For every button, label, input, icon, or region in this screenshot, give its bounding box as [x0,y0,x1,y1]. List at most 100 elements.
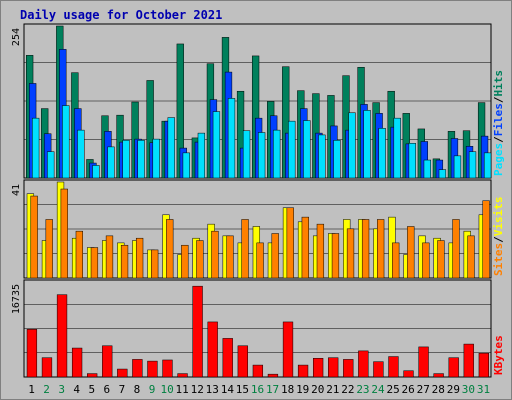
bar-pages-day-14 [227,98,236,179]
bar-kbytes-day-29 [448,357,459,378]
bar-pages-day-24 [378,128,386,179]
bar-sites-day-18 [286,207,294,279]
bar-sites-day-4 [75,230,84,279]
bar-sites-day-29 [452,219,460,279]
day-label: 22 [341,383,354,396]
panel-visits-sites: 41 Sites/Visits [11,179,505,279]
bar-kbytes-day-8 [132,359,143,378]
bar-pages-day-23 [363,110,371,179]
legend-entry: / [492,96,505,103]
bar-pages-day-1 [32,117,40,179]
bar-pages-day-11 [182,152,190,179]
day-label: 20 [311,383,324,396]
day-label: 3 [58,383,65,396]
bar-sites-day-10 [166,219,174,279]
bar-sites-day-28 [437,240,445,279]
bar-pages-day-12 [197,132,206,179]
bar-pages-day-2 [47,151,55,179]
day-label: 29 [447,383,460,396]
day-label: 26 [402,383,415,396]
bar-sites-day-25 [392,242,400,279]
bar-kbytes-day-23 [358,350,369,378]
bar-pages-day-26 [408,143,416,179]
legend-entry: Files [492,103,505,136]
bar-kbytes-day-11 [177,373,188,378]
legend-hits-files-pages: Pages/Files/Hits [492,70,505,176]
day-label: 12 [191,383,204,396]
bar-sites-day-17 [271,233,279,279]
legend-visits-sites: Sites/Visits [492,197,505,277]
bar-kbytes-day-17 [267,373,279,378]
day-label: 24 [371,383,385,396]
bar-kbytes-day-24 [373,361,384,378]
bar-pages-day-20 [318,134,326,179]
bar-kbytes-day-3 [56,294,68,378]
bar-sites-day-3 [60,188,68,279]
bar-kbytes-day-15 [237,345,248,378]
day-label: 19 [296,383,309,396]
bar-kbytes-day-9 [147,360,158,378]
bar-sites-day-16 [256,242,264,279]
bar-sites-day-7 [120,244,129,279]
legend-entry: Pages [492,143,505,176]
bar-sites-day-26 [407,226,415,279]
bar-kbytes-day-21 [328,357,339,378]
bar-sites-day-22 [346,228,355,279]
panel-kbytes: 16735 KBytes [11,279,505,378]
day-label: 23 [356,383,369,396]
day-label: 27 [417,383,430,396]
bar-pages-day-13 [212,111,221,179]
bar-pages-day-21 [333,140,341,179]
bar-kbytes-day-4 [71,347,83,378]
bar-kbytes-day-2 [41,357,53,378]
bar-sites-day-2 [45,219,53,279]
legend-kbytes: KBytes [492,335,505,375]
bar-kbytes-day-26 [403,370,414,378]
bar-pages-day-9 [152,138,160,179]
y-max-label: 41 [11,184,22,196]
bar-pages-day-19 [303,120,311,179]
bar-sites-day-5 [90,247,99,279]
bar-sites-day-15 [241,219,249,279]
bar-pages-day-16 [258,132,266,179]
legend-entry: Visits [492,197,505,237]
bar-kbytes-day-12 [192,285,203,378]
bar-sites-day-27 [422,242,430,279]
bar-pages-day-6 [107,146,115,179]
day-label: 15 [236,383,249,396]
bar-kbytes-day-25 [388,356,399,378]
bar-kbytes-day-27 [418,346,429,378]
bar-pages-day-7 [122,140,130,179]
bar-pages-day-25 [393,117,401,179]
day-label: 8 [134,383,141,396]
day-label: 31 [477,383,490,396]
bar-kbytes-day-10 [162,359,173,378]
bar-kbytes-day-14 [222,338,233,378]
bar-pages-day-28 [438,169,447,179]
bar-pages-day-27 [423,159,431,179]
day-label: 18 [281,383,294,396]
bar-pages-day-29 [453,155,462,179]
bar-pages-day-18 [288,120,296,179]
bar-sites-day-20 [316,223,325,279]
bar-kbytes-day-13 [207,321,218,378]
bar-kbytes-day-5 [87,373,98,378]
bar-pages-day-5 [92,165,100,179]
bar-pages-day-3 [62,105,70,179]
legend-entry: Hits [492,70,505,97]
bar-pages-day-30 [468,151,477,179]
bar-pages-day-31 [483,152,492,179]
day-label: 4 [73,383,80,396]
bar-kbytes-day-31 [478,352,489,378]
bar-kbytes-day-1 [26,329,38,378]
bar-sites-day-24 [377,219,385,279]
bar-pages-day-17 [273,129,281,179]
day-label: 28 [432,383,445,396]
chart-title: Daily usage for October 2021 [20,8,222,22]
bar-pages-day-15 [242,130,251,179]
bar-sites-day-11 [181,244,189,279]
bar-sites-day-19 [301,216,309,279]
bar-kbytes-day-18 [282,321,294,378]
